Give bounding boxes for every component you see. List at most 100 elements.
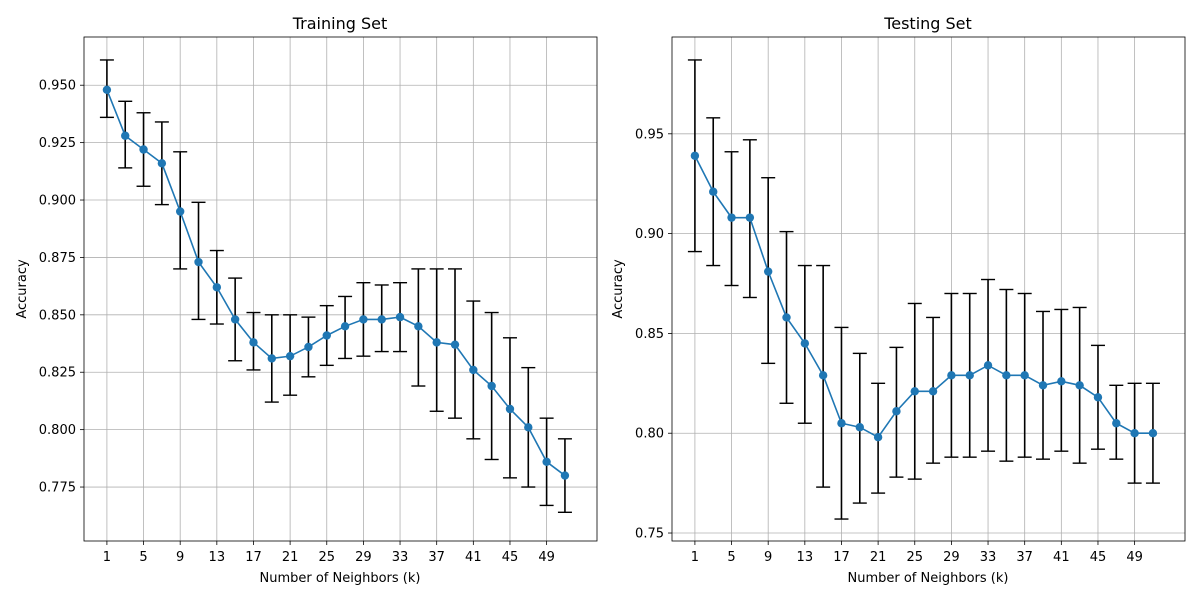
data-point	[487, 381, 496, 391]
x-tick-label: 13	[209, 550, 226, 565]
data-point	[837, 419, 846, 428]
x-tick-label: 9	[176, 550, 184, 565]
x-tick-label: 9	[764, 550, 772, 565]
x-tick-label: 41	[465, 550, 482, 565]
data-point	[432, 338, 441, 347]
data-point	[322, 331, 331, 340]
data-point	[230, 315, 240, 324]
data-point	[818, 371, 828, 380]
data-point	[1075, 381, 1084, 390]
grid	[672, 37, 1185, 541]
data-point	[212, 283, 222, 292]
data-point	[469, 365, 478, 375]
data-point	[1020, 371, 1029, 380]
data-point	[414, 322, 423, 331]
y-axis-label: Accuracy	[611, 259, 626, 319]
data-point	[1002, 371, 1011, 380]
data-point	[745, 213, 755, 222]
data-point	[304, 342, 313, 352]
x-tick-label: 29	[355, 550, 372, 565]
x-tick-label: 21	[282, 550, 299, 565]
plot-series	[687, 59, 1160, 520]
data-point	[983, 361, 993, 370]
data-point	[928, 387, 938, 396]
x-tick-label: 45	[1090, 550, 1107, 565]
data-point	[340, 322, 350, 331]
data-point	[102, 85, 112, 95]
data-point	[763, 267, 773, 276]
data-point	[285, 351, 295, 361]
data-point	[1130, 429, 1139, 438]
axes: 1 5 9 13 17 21 25 29 33 37 41 45 49 0.775 0.800 0.825 0.…	[39, 36, 598, 565]
data-point	[800, 339, 810, 348]
data-point	[395, 312, 405, 322]
x-axis-label: Number of Neighbors (k)	[848, 571, 1009, 586]
data-point	[873, 433, 883, 442]
x-tick-label: 49	[538, 550, 555, 565]
data-point	[377, 315, 386, 324]
y-tick-label: 0.925	[39, 136, 76, 151]
y-tick-label: 0.900	[39, 194, 76, 209]
data-point	[965, 371, 974, 380]
data-point	[1148, 429, 1158, 438]
data-point	[1038, 381, 1048, 390]
data-point	[194, 257, 203, 267]
data-point	[542, 457, 551, 466]
data-point	[139, 145, 148, 154]
x-tick-label: 41	[1053, 550, 1070, 565]
plot-frame	[83, 36, 598, 542]
x-tick-label: 5	[139, 550, 147, 565]
plot-frame	[671, 36, 1186, 542]
x-tick-label: 37	[428, 550, 445, 565]
data-point	[709, 187, 718, 196]
data-point	[947, 371, 956, 380]
x-tick-label: 1	[103, 550, 111, 565]
data-point	[175, 207, 185, 216]
training-set-panel: Training Set Number of Neighbors (k) Acc…	[15, 14, 598, 586]
data-point	[727, 213, 736, 222]
data-point	[910, 387, 919, 396]
data-point	[560, 471, 570, 480]
x-tick-label: 45	[502, 550, 519, 565]
data-point	[157, 159, 167, 168]
y-tick-label: 0.800	[39, 423, 76, 438]
x-tick-label: 5	[727, 550, 735, 565]
y-tick-label: 0.775	[39, 481, 76, 496]
y-tick-label: 0.80	[635, 427, 664, 442]
y-tick-label: 0.850	[39, 308, 76, 323]
series-line	[106, 89, 566, 477]
y-tick-label: 0.85	[635, 327, 664, 342]
data-point	[505, 404, 515, 414]
x-tick-label: 17	[245, 550, 262, 565]
chart-title: Training Set	[292, 14, 388, 33]
data-point	[121, 131, 130, 140]
x-tick-label: 25	[906, 550, 923, 565]
plot-series	[99, 59, 572, 513]
x-tick-label: 17	[833, 550, 850, 565]
data-point	[855, 423, 864, 432]
y-tick-label: 0.95	[635, 127, 664, 142]
x-tick-label: 25	[318, 550, 335, 565]
y-tick-label: 0.75	[635, 527, 664, 542]
x-tick-label: 33	[980, 550, 997, 565]
data-point	[892, 407, 901, 416]
data-point	[524, 423, 533, 432]
y-tick-label: 0.825	[39, 366, 76, 381]
x-axis-label: Number of Neighbors (k)	[260, 571, 421, 586]
x-tick-label: 33	[392, 550, 409, 565]
x-tick-label: 1	[691, 550, 699, 565]
x-tick-label: 37	[1016, 550, 1033, 565]
data-point	[782, 313, 791, 322]
data-point	[1057, 377, 1066, 386]
y-tick-label: 0.950	[39, 79, 76, 94]
x-tick-label: 29	[943, 550, 960, 565]
axes: 1 5 9 13 17 21 25 29 33 37 41 45 49 0.75 0.80 0.85 0.90 0…	[635, 36, 1186, 565]
data-point	[359, 315, 368, 324]
data-point	[1093, 393, 1103, 402]
data-point	[1112, 419, 1121, 428]
grid	[84, 37, 597, 541]
data-point	[450, 340, 460, 349]
data-point	[690, 151, 700, 160]
data-point	[249, 338, 258, 347]
